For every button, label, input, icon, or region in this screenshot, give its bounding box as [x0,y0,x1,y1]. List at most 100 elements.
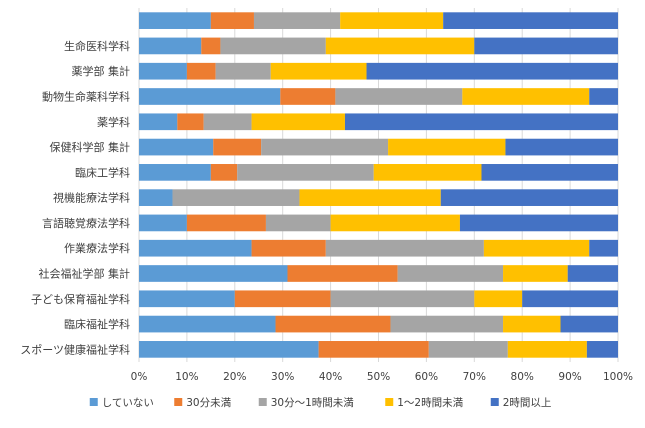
bar-segment [139,214,187,232]
x-tick-label: 80% [511,371,534,383]
bar-segment [139,290,235,308]
bar-segment [443,12,618,29]
bar-segment [483,239,590,257]
bar-segment [213,138,262,156]
bar-segment [139,88,281,105]
bar-segment [139,164,211,181]
bar-segment [344,113,618,131]
category-label: 子ども保育福祉学科 [31,292,130,306]
category-label: 保健科学部 集計 [50,140,131,154]
bar-segment [481,164,618,181]
bar-segment [428,341,508,358]
bar-segment [397,265,504,282]
bar-segment [275,315,391,333]
bar-segment [261,138,389,156]
category-label: 社会福祉学部 集計 [39,267,131,281]
bar-segment [373,164,482,181]
bar-segment [265,214,331,232]
bar-segment [253,12,341,29]
category-label: 視機能療法学科 [53,191,130,205]
x-tick-label: 70% [463,371,486,383]
x-tick-label: 30% [271,371,294,383]
bar-segment [251,113,345,131]
bar-segment [440,189,618,206]
bar-segment [589,88,618,105]
category-label: スポーツ健康福祉学科 [20,342,130,356]
bar-segment [139,315,276,333]
category-label: 薬学部 集計 [72,64,131,78]
bar-segment [270,62,367,80]
legend: していない 30分未満 30分～1時間未満 1～2時間未満 2時間以上 [89,397,552,409]
bar-segment [139,12,211,29]
bar-segment [215,62,271,80]
bar-segment [287,265,398,282]
bar-segment [210,164,238,181]
bar-segment [507,341,587,358]
legend-swatch [89,398,98,406]
bar-segment [177,113,204,131]
bar-segment [210,12,254,29]
bar-segment [340,12,444,29]
bar-segment [139,189,173,206]
bar-segment [589,239,618,257]
category-label: 臨床工学科 [75,165,130,179]
x-tick-label: 50% [367,371,390,383]
bar-segment [366,62,618,80]
bar-segment [280,88,336,105]
bar-segment [139,62,187,80]
bar-segment [299,189,441,206]
bar-segment [335,88,463,105]
x-tick-label: 0% [131,371,148,383]
x-tick-label: 60% [415,371,438,383]
legend-swatch [174,398,183,406]
bar-segment [201,37,221,55]
legend-label: 30分未満 [186,397,231,409]
x-tick-label: 100% [603,371,633,383]
bar-segment [503,265,568,282]
bar-segment [139,138,214,156]
bar-segment [220,37,326,55]
bar-segment [560,315,618,333]
x-tick-label: 90% [558,371,581,383]
bar-segment [503,315,561,333]
bar-segment [234,290,331,308]
legend-label: していない [102,397,154,409]
x-tick-labels: 0% 10% 20% 30% 40% 50% 60% 70% 80% 90% 100% [131,371,633,383]
bar-segment [251,239,326,257]
x-tick-label: 20% [223,371,246,383]
category-label: 言語聴覚療法学科 [42,216,130,230]
bar-segment [139,239,252,257]
category-label: 臨床福祉学科 [64,317,130,331]
bar-segment [325,37,475,55]
bar-segment [203,113,252,131]
legend-label: 2時間以上 [503,397,552,409]
legend-label: 1～2時間未満 [397,397,463,409]
legend-label: 30分～1時間未満 [271,397,355,409]
category-label: 生命医科学科 [64,39,130,53]
bar-segment [139,265,288,282]
legend-swatch [258,398,267,406]
legend-swatch [490,398,499,406]
x-tick-label: 10% [175,371,198,383]
bar-segment [325,239,484,257]
bars [139,12,618,358]
bar-segment [505,138,618,156]
x-tick-label: 40% [319,371,342,383]
bar-segment [586,341,618,358]
bar-segment [522,290,618,308]
bar-segment [462,88,590,105]
bar-segment [390,315,504,333]
bar-segment [330,290,475,308]
bar-segment [139,341,319,358]
bar-segment [139,113,178,131]
category-label: 薬学科 [97,115,130,129]
category-label: 作業療法学科 [64,241,130,255]
category-label: 動物生命薬科学科 [42,90,130,104]
bar-segment [139,37,202,55]
bar-segment [474,37,618,55]
bar-segment [318,341,429,358]
bar-segment [330,214,460,232]
legend-swatch [385,398,394,406]
bar-segment [459,214,618,232]
